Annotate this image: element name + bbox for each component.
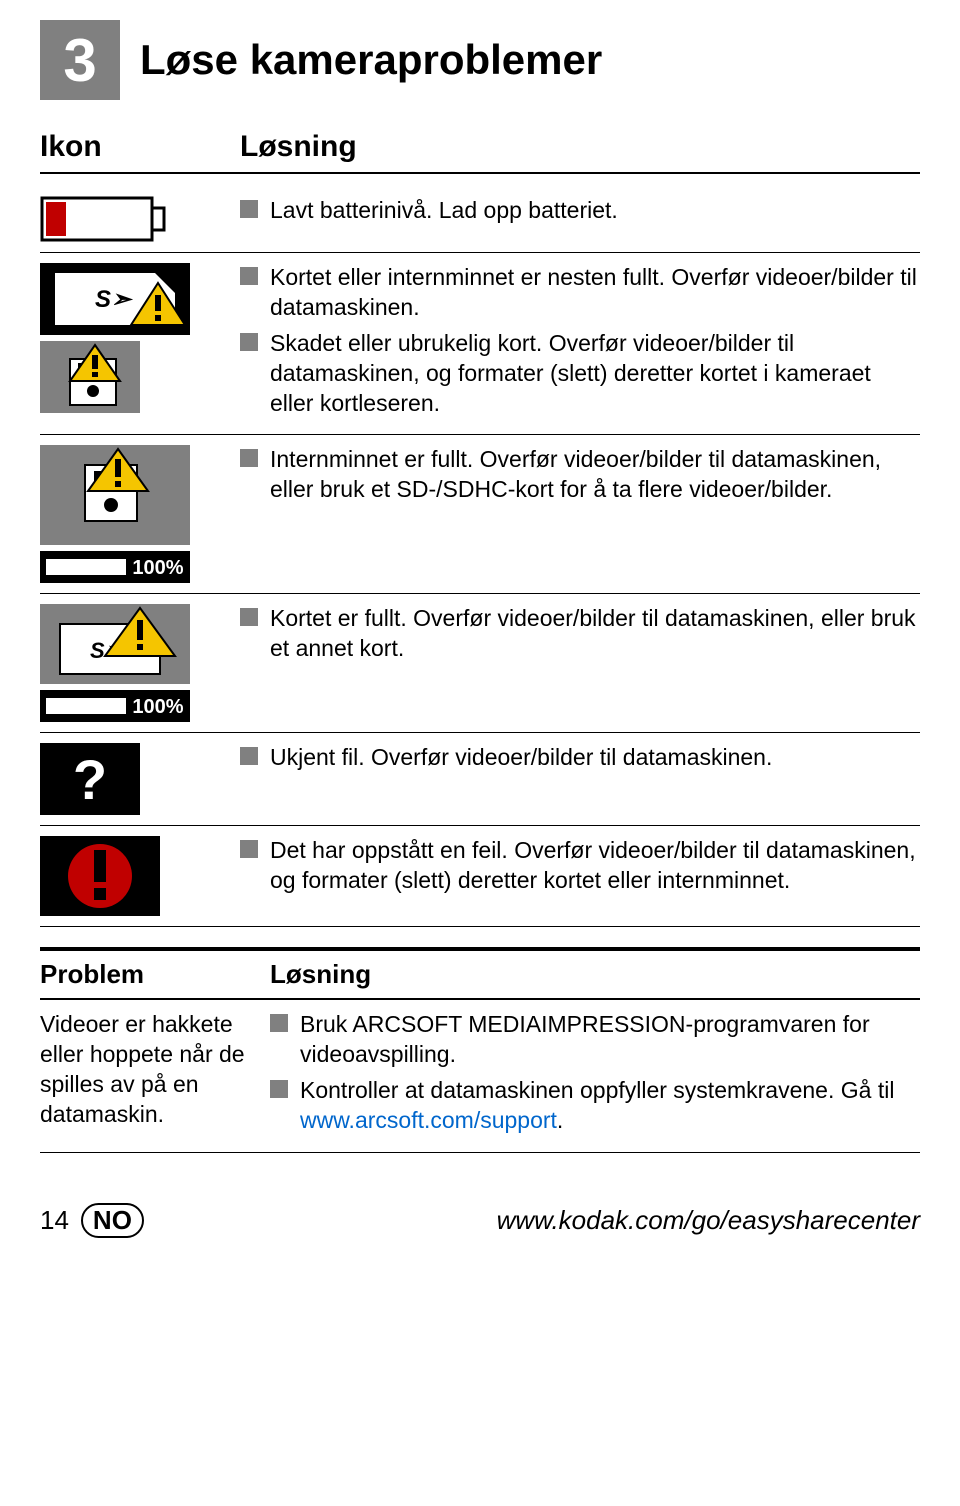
list-item: Kontroller at datamaskinen oppfyller sys…	[270, 1076, 920, 1136]
error-icon	[40, 836, 160, 916]
sd-card-full-warning-icon: S➣	[40, 604, 190, 684]
table2-header: Problem Løsning	[40, 947, 920, 1000]
low-battery-icon	[40, 196, 170, 242]
bullet-icon	[270, 1014, 288, 1032]
list-item: Internminnet er fullt. Overfør videoer/b…	[240, 445, 920, 505]
camera-warning-icon	[40, 341, 140, 413]
progress-100-icon: 100%	[40, 690, 190, 722]
chapter-number: 3	[40, 20, 120, 100]
list-item: Kortet eller internminnet er nesten full…	[240, 263, 920, 323]
bullet-icon	[240, 267, 258, 285]
list-item: Lavt batterinivå. Lad opp batteriet.	[240, 196, 920, 226]
question-mark-icon: ?	[40, 743, 140, 815]
svg-text:?: ?	[73, 748, 107, 811]
page-footer: 14 NO www.kodak.com/go/easysharecenter	[40, 1203, 920, 1238]
col-solution-header: Løsning	[240, 130, 357, 164]
col-icon-header: Ikon	[40, 130, 240, 164]
svg-text:S➣: S➣	[95, 286, 134, 313]
col-solution2-header: Løsning	[270, 959, 371, 990]
language-badge: NO	[81, 1203, 144, 1238]
table-row: S➣ 100% Kortet er fullt. Overfør videoer…	[40, 594, 920, 733]
list-item: Bruk ARCSOFT MEDIAIMPRESSION-programvare…	[270, 1010, 920, 1070]
list-item: Det har oppstått en feil. Overfør videoe…	[240, 836, 920, 896]
list-item: Skadet eller ubrukelig kort. Overfør vid…	[240, 329, 920, 419]
sd-card-warning-icon: S➣	[40, 263, 190, 335]
table-row: ? Ukjent fil. Overfør videoer/bilder til…	[40, 733, 920, 826]
table-row: Videoer er hakkete eller hoppete når de …	[40, 1000, 920, 1153]
page-number: 14	[40, 1205, 69, 1236]
svg-text:100%: 100%	[132, 557, 183, 579]
solution-text: Skadet eller ubrukelig kort. Overfør vid…	[270, 329, 920, 419]
solution-text: Bruk ARCSOFT MEDIAIMPRESSION-programvare…	[300, 1010, 920, 1070]
solution-text: Kortet eller internminnet er nesten full…	[270, 263, 920, 323]
arcsoft-support-link[interactable]: www.arcsoft.com/support	[300, 1107, 557, 1133]
bullet-icon	[240, 608, 258, 626]
footer-url[interactable]: www.kodak.com/go/easysharecenter	[497, 1205, 920, 1236]
solution-text: Internminnet er fullt. Overfør videoer/b…	[270, 445, 920, 505]
bullet-icon	[240, 840, 258, 858]
problem-description: Videoer er hakkete eller hoppete når de …	[40, 1010, 270, 1130]
internal-memory-warning-icon	[40, 445, 190, 545]
solution-text: Lavt batterinivå. Lad opp batteriet.	[270, 196, 618, 226]
solution-text: Kontroller at datamaskinen oppfyller sys…	[300, 1076, 920, 1136]
bullet-icon	[240, 747, 258, 765]
svg-text:100%: 100%	[132, 696, 183, 718]
bullet-icon	[240, 200, 258, 218]
solution-text: Det har oppstått en feil. Overfør videoe…	[270, 836, 920, 896]
bullet-icon	[240, 449, 258, 467]
solution-text: Kortet er fullt. Overfør videoer/bilder …	[270, 604, 920, 664]
table-row: Lavt batterinivå. Lad opp batteriet.	[40, 186, 920, 253]
progress-100-icon: 100%	[40, 551, 190, 583]
table-row: 100% Internminnet er fullt. Overfør vide…	[40, 435, 920, 594]
chapter-title: Løse kameraproblemer	[140, 36, 602, 84]
table1-header: Ikon Løsning	[40, 130, 920, 174]
list-item: Kortet er fullt. Overfør videoer/bilder …	[240, 604, 920, 664]
table-row: S➣ Kortet eller internminnet er nesten f…	[40, 253, 920, 435]
list-item: Ukjent fil. Overfør videoer/bilder til d…	[240, 743, 920, 773]
bullet-icon	[270, 1080, 288, 1098]
chapter-header: 3 Løse kameraproblemer	[40, 20, 920, 100]
solution-text: Ukjent fil. Overfør videoer/bilder til d…	[270, 743, 772, 773]
table-row: Det har oppstått en feil. Overfør videoe…	[40, 826, 920, 927]
col-problem-header: Problem	[40, 959, 270, 990]
bullet-icon	[240, 333, 258, 351]
